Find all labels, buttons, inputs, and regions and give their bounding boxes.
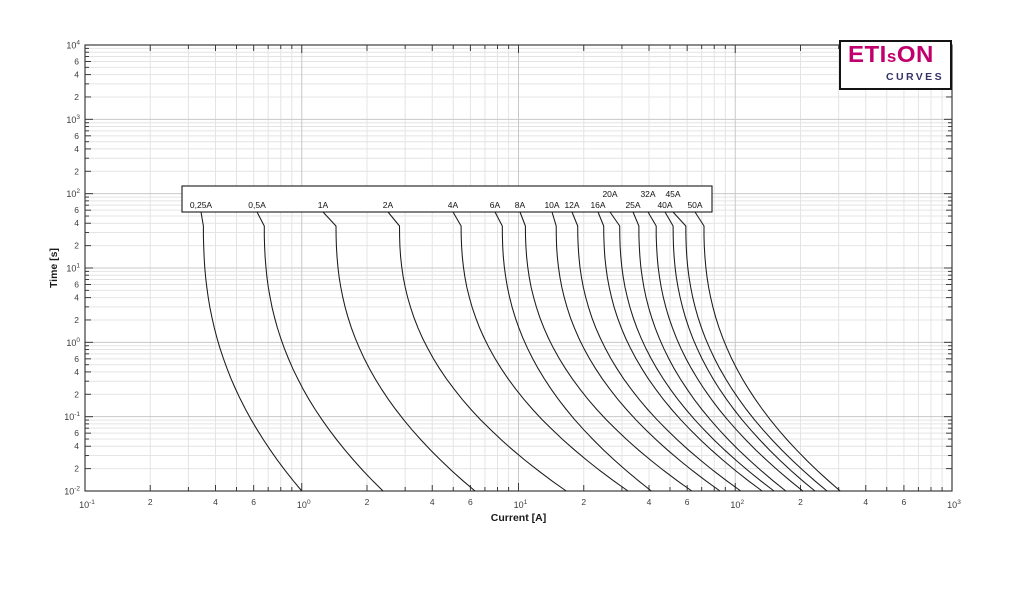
curve-50A bbox=[694, 211, 841, 492]
curve-32A bbox=[647, 211, 804, 492]
x-decade-label: 100 bbox=[297, 499, 311, 510]
curve-label-32A: 32A bbox=[640, 189, 655, 199]
curve-0,25A bbox=[200, 211, 303, 492]
y-decade-label: 10-2 bbox=[64, 486, 80, 497]
curve-label-0,25A: 0,25A bbox=[190, 200, 213, 210]
y-decade-label: 10-1 bbox=[64, 411, 80, 422]
y-axis-title: Time [s] bbox=[48, 248, 60, 288]
curve-40A bbox=[664, 211, 816, 492]
x-minor-label: 6 bbox=[468, 497, 473, 507]
y-minor-label: 6 bbox=[74, 205, 79, 215]
x-decade-label: 103 bbox=[947, 499, 961, 510]
curve-label-0,5A: 0,5A bbox=[248, 200, 266, 210]
y-minor-label: 2 bbox=[74, 92, 79, 102]
curve-0,5A bbox=[256, 211, 384, 492]
y-minor-label: 2 bbox=[74, 241, 79, 251]
y-minor-label: 4 bbox=[74, 367, 79, 377]
curve-20A bbox=[609, 211, 775, 492]
curve-8A bbox=[519, 211, 693, 492]
y-decade-label: 100 bbox=[66, 337, 80, 348]
y-minor-label: 6 bbox=[74, 428, 79, 438]
x-minor-label: 6 bbox=[251, 497, 256, 507]
curve-16A bbox=[597, 211, 763, 492]
curve-4A bbox=[452, 211, 629, 492]
x-minor-label: 4 bbox=[430, 497, 435, 507]
curve-6A bbox=[494, 211, 652, 492]
y-minor-label: 4 bbox=[74, 293, 79, 303]
curve-label-45A: 45A bbox=[665, 189, 680, 199]
x-minor-label: 4 bbox=[863, 497, 868, 507]
x-minor-label: 6 bbox=[685, 497, 690, 507]
curve-label-20A: 20A bbox=[602, 189, 617, 199]
curve-label-box bbox=[181, 185, 713, 213]
logo-s: s bbox=[886, 47, 897, 67]
x-decade-label: 10-1 bbox=[79, 499, 95, 510]
y-decade-label: 103 bbox=[66, 114, 80, 125]
logo-on: ON bbox=[896, 42, 934, 68]
curve-label-1A: 1A bbox=[318, 200, 329, 210]
x-minor-label: 2 bbox=[148, 497, 153, 507]
curve-2A bbox=[387, 211, 567, 492]
y-decade-label: 102 bbox=[66, 188, 80, 199]
logo-eti: ETI bbox=[848, 42, 887, 68]
x-minor-label: 4 bbox=[213, 497, 218, 507]
y-minor-label: 2 bbox=[74, 315, 79, 325]
plot-border bbox=[84, 44, 953, 492]
curve-25A bbox=[632, 211, 787, 492]
curve-label-12A: 12A bbox=[564, 200, 579, 210]
curve-label-50A: 50A bbox=[687, 200, 702, 210]
y-minor-label: 4 bbox=[74, 144, 79, 154]
y-decade-label: 104 bbox=[66, 40, 80, 51]
x-minor-label: 6 bbox=[902, 497, 907, 507]
logo-brand: ETIsON bbox=[848, 43, 944, 70]
curve-label-10A: 10A bbox=[544, 200, 559, 210]
x-decade-label: 102 bbox=[730, 499, 744, 510]
y-minor-label: 6 bbox=[74, 56, 79, 66]
curve-45A bbox=[672, 211, 828, 492]
y-decade-label: 101 bbox=[66, 263, 80, 274]
curve-label-4A: 4A bbox=[448, 200, 459, 210]
y-minor-label: 4 bbox=[74, 441, 79, 451]
y-minor-label: 6 bbox=[74, 131, 79, 141]
curve-12A bbox=[571, 211, 742, 492]
curve-label-6A: 6A bbox=[490, 200, 501, 210]
curve-10A bbox=[551, 211, 721, 492]
curve-1A bbox=[322, 211, 476, 492]
y-minor-label: 4 bbox=[74, 218, 79, 228]
x-minor-label: 2 bbox=[798, 497, 803, 507]
axis-ticks bbox=[84, 44, 953, 492]
logo-subtitle: CURVES bbox=[886, 71, 944, 83]
curve-label-25A: 25A bbox=[625, 200, 640, 210]
y-minor-label: 2 bbox=[74, 166, 79, 176]
y-minor-label: 6 bbox=[74, 354, 79, 364]
y-minor-label: 2 bbox=[74, 389, 79, 399]
x-minor-label: 2 bbox=[581, 497, 586, 507]
curve-label-40A: 40A bbox=[657, 200, 672, 210]
x-minor-label: 4 bbox=[647, 497, 652, 507]
x-axis-title: Current [A] bbox=[491, 512, 546, 524]
x-decade-label: 101 bbox=[514, 499, 528, 510]
etison-logo: ETIsON CURVES bbox=[839, 40, 952, 90]
y-minor-label: 4 bbox=[74, 70, 79, 80]
y-minor-label: 2 bbox=[74, 464, 79, 474]
curve-label-16A: 16A bbox=[590, 200, 605, 210]
axis-tick-labels: 2 4 6 2 4 6 2 4 6 2 4 6 2 4 6 2 4 6 2 4 6 2 4 6 2 4 6 2 4 6 bbox=[74, 56, 906, 507]
curve-label-2A: 2A bbox=[383, 200, 394, 210]
x-minor-label: 2 bbox=[365, 497, 370, 507]
y-minor-label: 6 bbox=[74, 279, 79, 289]
curve-label-8A: 8A bbox=[515, 200, 526, 210]
